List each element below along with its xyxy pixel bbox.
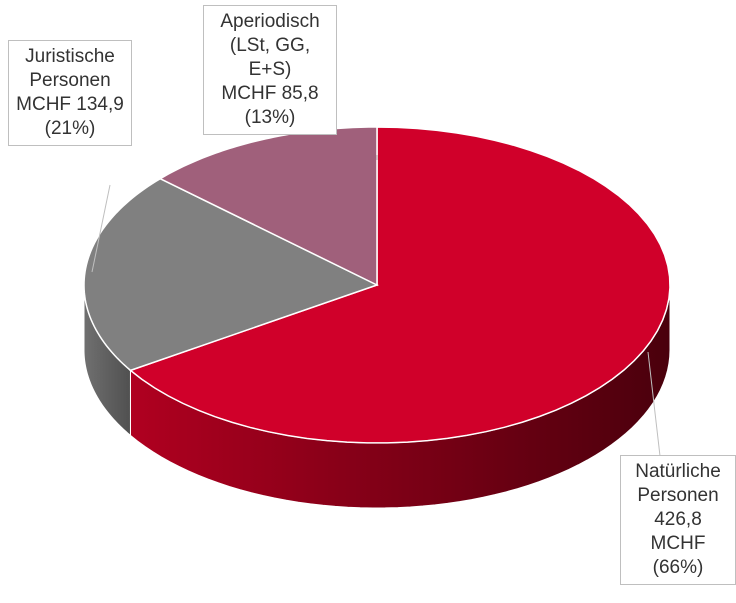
slice <box>158 126 378 287</box>
label-text: MCHF 134,9 <box>16 94 124 115</box>
label-text: Juristische Personen <box>25 46 115 91</box>
leader-line <box>647 351 661 457</box>
label-text: (21%) <box>44 118 96 139</box>
data-label: Aperiodisch (LSt, GG, E+S) MCHF 85,8 (13%) <box>203 5 337 135</box>
label-text: MCHF 85,8 <box>221 83 319 104</box>
leader-line <box>91 184 111 273</box>
data-label: Natürliche Personen 426,8 MCHF (66%) <box>620 455 736 585</box>
label-text: (13%) <box>244 107 296 128</box>
label-text: Natürliche Personen <box>635 461 721 506</box>
slice <box>83 177 379 372</box>
label-text: (66%) <box>652 557 704 578</box>
data-label: Juristische Personen MCHF 134,9 (21%) <box>8 40 132 146</box>
label-text: Aperiodisch (LSt, GG, E+S) <box>220 11 320 80</box>
label-text: 426,8 MCHF <box>650 509 706 554</box>
slices <box>83 126 671 444</box>
slice <box>128 126 671 444</box>
